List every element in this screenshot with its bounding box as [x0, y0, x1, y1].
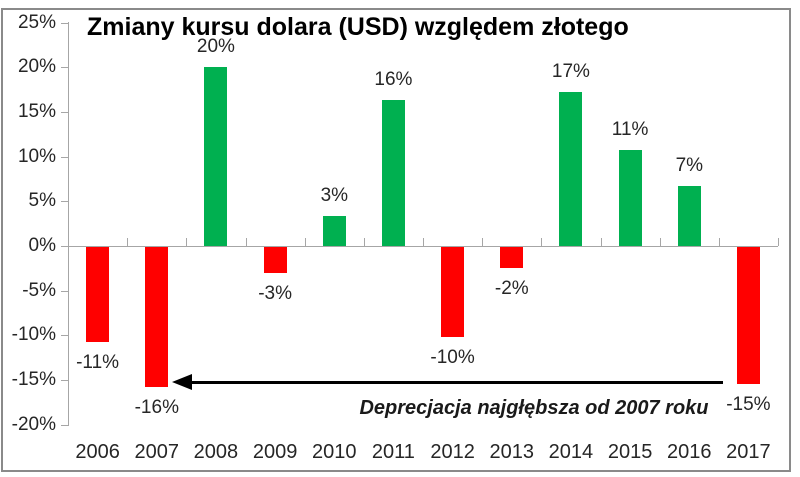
y-tick-mark [61, 290, 68, 292]
bar-value-label: 16% [374, 68, 413, 90]
chart-title: Zmiany kursu dolara (USD) względem złote… [87, 13, 629, 41]
bar-2017 [736, 247, 760, 384]
x-tick-label-2008: 2008 [193, 441, 239, 463]
y-tick-label: -20% [11, 413, 56, 435]
y-tick-mark [61, 156, 68, 158]
annotation-arrow-line [190, 381, 723, 384]
bar-2008 [204, 66, 228, 246]
bar-2009 [263, 247, 287, 273]
bar-2011 [381, 99, 405, 246]
x-tick-mark [482, 238, 484, 246]
x-tick-label-2011: 2011 [371, 441, 415, 463]
bar-value-label: 17% [551, 61, 590, 83]
x-tick-mark [778, 238, 779, 246]
x-tick-mark [423, 238, 424, 246]
bar-2006 [86, 247, 110, 342]
bar-2013 [500, 247, 524, 269]
bar-value-label: 11% [611, 118, 649, 140]
bar-2016 [677, 186, 701, 246]
x-tick-mark [186, 238, 188, 246]
y-tick-label: -15% [11, 368, 56, 390]
y-tick-mark [61, 246, 68, 247]
bar-value-label: -15% [726, 393, 771, 415]
x-tick-mark [245, 238, 247, 246]
bar-value-label: 7% [675, 155, 704, 177]
x-tick-label-2015: 2015 [607, 441, 653, 463]
y-tick-label: 15% [17, 101, 56, 123]
bar-value-label: -3% [258, 282, 292, 304]
x-tick-mark [363, 238, 365, 246]
bar-value-label: -2% [494, 278, 529, 300]
y-tick-mark [61, 67, 68, 69]
bar-2010 [322, 215, 346, 246]
bar-2015 [618, 149, 642, 246]
x-tick-mark [68, 238, 69, 246]
chart-frame [1, 8, 791, 472]
y-tick-mark [61, 22, 68, 24]
bar-value-label: -16% [134, 397, 179, 419]
y-tick-mark [61, 424, 68, 426]
y-axis-line [68, 22, 69, 426]
y-tick-label: 20% [17, 56, 56, 78]
y-tick-mark [61, 201, 68, 203]
y-tick-label: 0% [28, 235, 56, 256]
bar-value-label: 20% [196, 35, 235, 57]
bar-2012 [441, 247, 465, 338]
x-tick-label-2006: 2006 [75, 441, 120, 463]
y-tick-label: -5% [22, 279, 56, 301]
x-tick-label-2009: 2009 [252, 441, 298, 463]
x-tick-mark [600, 238, 602, 246]
annotation-arrow-head-icon [172, 374, 192, 390]
x-tick-label-2010: 2010 [312, 441, 357, 463]
x-tick-label-2007: 2007 [134, 441, 180, 463]
y-tick-mark [61, 379, 68, 381]
y-tick-mark [61, 112, 68, 114]
x-tick-mark [127, 238, 129, 246]
x-tick-mark [304, 238, 306, 246]
x-tick-mark [659, 238, 661, 246]
y-tick-label: -10% [11, 324, 56, 346]
bar-value-label: -10% [430, 347, 475, 369]
x-tick-label-2014: 2014 [548, 441, 594, 463]
x-tick-label-2013: 2013 [489, 441, 535, 463]
bar-2007 [145, 247, 169, 388]
annotation-text: Deprecjacja najgłębsza od 2007 roku [359, 397, 709, 419]
x-tick-label-2016: 2016 [667, 441, 712, 463]
y-tick-label: 5% [28, 190, 56, 212]
bar-2014 [559, 92, 583, 246]
x-tick-label-2017: 2017 [726, 441, 771, 463]
x-axis-line [68, 246, 778, 247]
y-tick-label: 10% [17, 145, 56, 167]
bar-value-label: -11% [76, 351, 120, 373]
y-tick-label: 25% [17, 11, 56, 33]
bar-value-label: 3% [320, 184, 349, 206]
y-tick-mark [61, 335, 68, 337]
x-tick-mark [718, 238, 720, 246]
x-tick-label-2012: 2012 [430, 441, 475, 463]
x-tick-mark [541, 238, 543, 246]
